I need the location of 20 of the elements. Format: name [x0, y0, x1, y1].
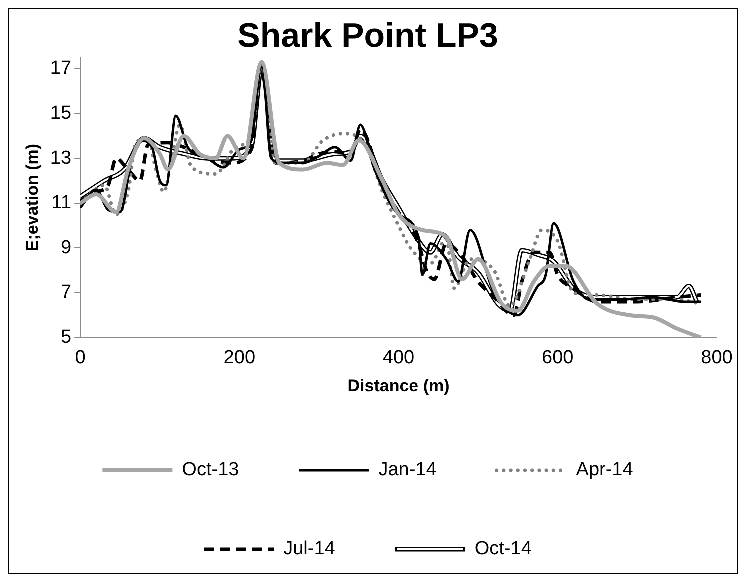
x-tick-label: 400 [382, 347, 415, 368]
y-tick-label: 11 [52, 192, 72, 214]
legend-label: Oct-13 [182, 460, 240, 481]
x-tick-label: 600 [542, 347, 574, 368]
legend-label: Jan-14 [378, 460, 438, 481]
y-tick-label: 13 [50, 148, 72, 169]
y-tick-label: 15 [50, 103, 72, 124]
x-axis-title: Distance (m) [348, 376, 450, 396]
legend-label: Jul-14 [284, 538, 336, 560]
y-tick-label: 7 [60, 282, 72, 304]
legend-label: Oct-14 [474, 538, 532, 560]
y-axis-title: E;evation (m) [22, 144, 42, 252]
y-tick-label: 17 [50, 58, 72, 80]
x-tick-label: 800 [701, 347, 733, 368]
chart-title: Shark Point LP3 [238, 16, 498, 55]
y-tick-label: 9 [60, 237, 72, 258]
legend-label: Apr-14 [576, 460, 634, 481]
x-tick-label: 0 [75, 347, 86, 368]
y-tick-label: 5 [60, 327, 72, 348]
x-tick-label: 200 [224, 347, 256, 368]
